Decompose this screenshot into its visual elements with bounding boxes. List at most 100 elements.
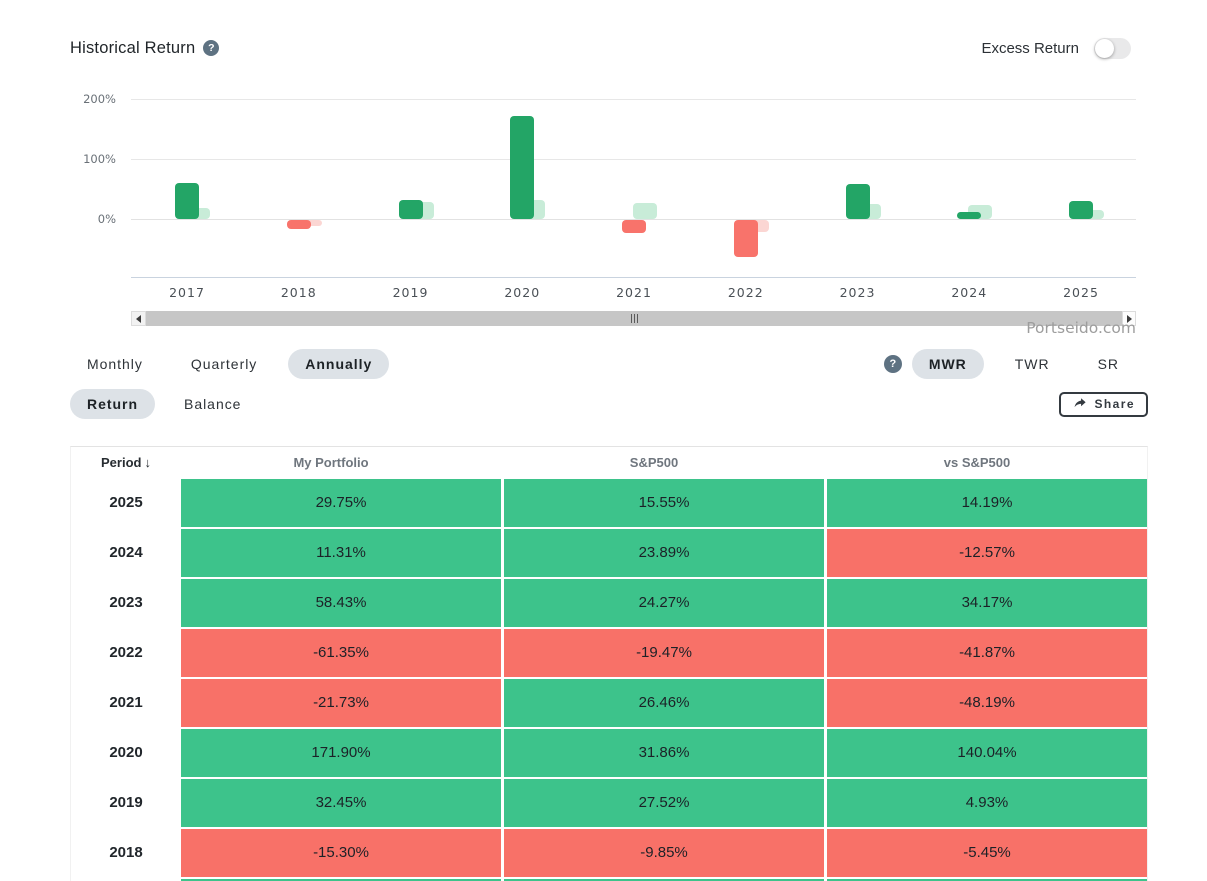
portfolio-bar-2021	[622, 220, 646, 234]
view-tab-group: Return Balance	[70, 389, 258, 419]
table-row: 2019 32.45% 27.52% 4.93%	[71, 779, 1147, 829]
x-axis-label-2022: 2022	[727, 285, 764, 300]
return-cell: -5.45%	[827, 829, 1147, 877]
return-cell: 58.43%	[181, 579, 501, 627]
return-cell: -12.57%	[827, 529, 1147, 577]
excess-return-toggle[interactable]	[1094, 37, 1131, 59]
table-row	[71, 879, 1147, 881]
column-header-vs-sp500: vs S&P500	[943, 455, 1011, 470]
return-cell: -21.73%	[181, 679, 501, 727]
return-cell: 15.55%	[504, 479, 824, 527]
toggle-knob	[1095, 38, 1114, 58]
scrollbar-grip-icon	[630, 314, 639, 323]
metric-tabs: MWR TWR SR	[911, 349, 1136, 379]
return-cell: 34.17%	[827, 579, 1147, 627]
y-axis-tick-label: 0%	[97, 212, 116, 226]
frequency-and-metric-tabs: Monthly Quarterly Annually ? MWR TWR SR	[70, 349, 1136, 379]
chart-scrollbar[interactable]	[131, 311, 1136, 326]
portfolio-bar-2022	[733, 220, 758, 257]
table-row: 2024 11.31% 23.89% -12.57%	[71, 529, 1147, 579]
excess-return-label: Excess Return	[981, 39, 1079, 57]
period-label: 2019	[109, 794, 143, 811]
title-help-icon[interactable]: ?	[203, 40, 220, 56]
portfolio-bar-2017	[175, 183, 199, 219]
table-row: 2021 -21.73% 26.46% -48.19%	[71, 679, 1147, 729]
y-axis-tick-label: 100%	[83, 152, 116, 166]
return-cell: -9.85%	[504, 829, 824, 877]
share-button[interactable]: Share	[1059, 391, 1148, 417]
portfolio-bar-2024	[957, 212, 982, 219]
x-axis-label-2018: 2018	[280, 285, 317, 300]
portfolio-bar-2023	[845, 183, 870, 219]
return-cell: 4.93%	[827, 779, 1147, 827]
column-header-period[interactable]: Period ↓	[101, 455, 151, 470]
return-cell: 140.04%	[827, 729, 1147, 777]
gridline-100	[131, 159, 1136, 160]
x-axis-label-2021: 2021	[616, 285, 652, 300]
tab-mwr[interactable]: MWR	[911, 349, 984, 379]
return-cell: -48.19%	[827, 679, 1147, 727]
table-row: 2018 -15.30% -9.85% -5.45%	[71, 829, 1147, 879]
period-label: 2024	[109, 544, 143, 561]
metric-tab-group: ? MWR TWR SR	[883, 349, 1136, 379]
historical-return-chart: 200% 100% 0% 2017 2018 2019 2020 2021 2022 2023 20…	[0, 85, 1207, 310]
table-row: 2023 58.43% 24.27% 34.17%	[71, 579, 1147, 629]
page-title: Historical Return	[70, 38, 196, 57]
return-cell: 27.52%	[504, 779, 824, 827]
gridline-0	[131, 219, 1136, 220]
x-axis-label-2019: 2019	[392, 285, 429, 300]
scrollbar-thumb[interactable]	[146, 311, 1122, 326]
period-label: 2018	[109, 844, 143, 861]
scrollbar-left-arrow-icon[interactable]	[131, 311, 146, 326]
tab-balance[interactable]: Balance	[184, 396, 242, 412]
view-tabs-row: Return Balance Share	[70, 389, 1148, 419]
portfolio-bar-2025	[1069, 201, 1093, 219]
return-cell	[504, 879, 824, 881]
x-axis-line	[131, 277, 1136, 278]
tab-twr[interactable]: TWR	[1014, 356, 1050, 372]
table-body: 2025 29.75% 15.55% 14.19% 2024 11.31% 23.89% -1…	[71, 479, 1147, 881]
table-row: 2020 171.90% 31.86% 140.04%	[71, 729, 1147, 779]
watermark: Portseido.com	[1026, 319, 1136, 337]
return-cell: -19.47%	[504, 629, 824, 677]
return-cell: -41.87%	[827, 629, 1147, 677]
page-header: Historical Return ? Excess Return	[70, 34, 1131, 62]
column-header-my-portfolio: My Portfolio	[293, 455, 369, 470]
sort-desc-icon: ↓	[144, 455, 151, 470]
benchmark-bar-2021	[633, 203, 657, 219]
x-axis-label-2023: 2023	[839, 285, 876, 300]
return-cell: 24.27%	[504, 579, 824, 627]
return-cell: 26.46%	[504, 679, 824, 727]
x-axis-label-2017: 2017	[169, 285, 205, 300]
tab-quarterly[interactable]: Quarterly	[190, 356, 258, 372]
period-label: 2023	[109, 594, 143, 611]
excess-return-control: Excess Return	[981, 37, 1131, 59]
return-cell: 31.86%	[504, 729, 824, 777]
column-header-sp500: S&P500	[629, 455, 679, 470]
return-cell: 171.90%	[181, 729, 501, 777]
return-cell	[827, 879, 1147, 881]
portfolio-bar-2018	[286, 220, 311, 230]
return-cell: 23.89%	[504, 529, 824, 577]
tab-sr[interactable]: SR	[1097, 356, 1119, 372]
returns-table: Period ↓ My Portfolio S&P500 vs S&P500 20…	[70, 446, 1148, 881]
return-cell: 14.19%	[827, 479, 1147, 527]
x-axis-label-2024: 2024	[951, 285, 988, 300]
return-cell	[181, 879, 501, 881]
metric-help-icon[interactable]: ?	[883, 355, 902, 373]
share-icon	[1075, 398, 1087, 408]
return-cell: 11.31%	[181, 529, 501, 577]
table-header: Period ↓ My Portfolio S&P500 vs S&P500	[71, 447, 1147, 479]
scrollbar-right-arrow-icon[interactable]	[1122, 311, 1136, 326]
table-row: 2022 -61.35% -19.47% -41.87%	[71, 629, 1147, 679]
gridline-200	[131, 99, 1136, 100]
table-row: 2025 29.75% 15.55% 14.19%	[71, 479, 1147, 529]
tab-annually[interactable]: Annually	[288, 349, 390, 379]
portfolio-bar-2019	[398, 199, 423, 219]
tab-monthly[interactable]: Monthly	[87, 356, 143, 372]
tab-return[interactable]: Return	[70, 389, 155, 419]
period-label: 2025	[109, 494, 143, 511]
return-cell: -61.35%	[181, 629, 501, 677]
return-cell: 32.45%	[181, 779, 501, 827]
period-label: 2021	[109, 694, 143, 711]
